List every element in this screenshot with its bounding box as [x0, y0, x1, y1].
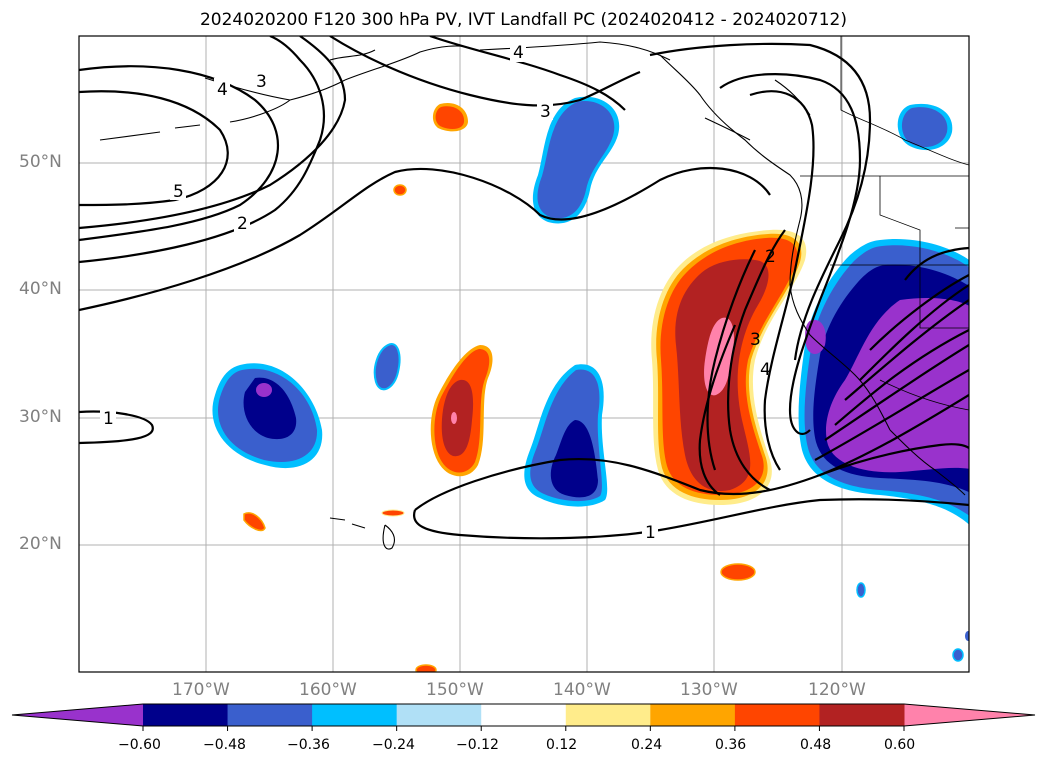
negative-anomaly-blob-small: [373, 343, 401, 391]
contour-label-e: 5: [173, 182, 184, 202]
contour-label-h: 2: [765, 247, 776, 267]
contour-label-d: 3: [540, 102, 551, 122]
colorbar-tick-label: −0.36: [287, 737, 330, 753]
negative-anomaly-blob-ne: [897, 103, 953, 151]
pv-contours: [79, 36, 969, 540]
lon-label-140w: 140°W: [553, 680, 611, 700]
lon-label-130w: 130°W: [680, 680, 738, 700]
contour-label-j: 4: [760, 360, 771, 380]
negative-anomaly-blob-specks: [856, 582, 969, 662]
colorbar-segment: [734, 704, 820, 726]
positive-anomaly-blob-north: [432, 102, 468, 132]
lat-label-20n: 20°N: [19, 534, 62, 554]
lat-label-40n: 40°N: [19, 279, 62, 299]
lon-label-150w: 150°W: [426, 680, 484, 700]
contour-label-a: 3: [256, 72, 267, 92]
positive-anomaly-blob-150w: [430, 345, 493, 477]
contour-label-f: 2: [237, 214, 248, 234]
contour-label-i: 3: [750, 330, 761, 350]
colorbar-segment: [819, 704, 905, 726]
colorbar-tick-label: 0.60: [884, 737, 916, 753]
colorbar-segment: [565, 704, 651, 726]
colorbar-tick-label: −0.24: [372, 737, 415, 753]
contour-label-c: 4: [513, 43, 524, 63]
coastlines: [99, 41, 966, 550]
colorbar-tick-label: 0.12: [546, 737, 578, 753]
colorbar-segment: [396, 704, 482, 726]
colorbar-tick-label: 0.24: [631, 737, 663, 753]
colorbar-extend-low: [12, 704, 143, 726]
contour-label-g: 1: [103, 409, 114, 429]
colorbar: [11, 703, 1036, 731]
colorbar-segment: [650, 704, 736, 726]
contour-labels: 3 4 4 3 5 2 1 2 3 4 1: [100, 42, 776, 543]
negative-anomaly-blob-w: [212, 363, 323, 469]
lat-label-30n: 30°N: [19, 407, 62, 427]
colorbar-tick-label: 0.36: [715, 737, 747, 753]
map-title: 2024020200 F120 300 hPa PV, IVT Landfall…: [199, 10, 847, 30]
colorbar-tick-label: 0.48: [800, 737, 832, 753]
positive-anomaly-blob-main: [651, 229, 807, 505]
colorbar-tick-label: −0.12: [456, 737, 499, 753]
lon-label-160w: 160°W: [299, 680, 357, 700]
colorbar-tick-label: −0.48: [203, 737, 246, 753]
colorbar-segment: [481, 704, 567, 726]
map-border: [78, 35, 970, 673]
colorbar-tick-label: −0.60: [118, 737, 161, 753]
colorbar-segment: [143, 704, 229, 726]
negative-anomaly-blob-north: [532, 96, 620, 224]
contour-label-k: 1: [645, 523, 656, 543]
colorbar-segment: [227, 704, 313, 726]
positive-anomaly-specks: [243, 184, 756, 672]
lon-label-170w: 170°W: [172, 680, 230, 700]
contour-label-b: 4: [217, 80, 228, 100]
lat-label-50n: 50°N: [19, 152, 62, 172]
colorbar-segment: [312, 704, 398, 726]
gridlines: [79, 36, 969, 672]
colorbar-extend-high: [904, 704, 1035, 726]
lon-label-120w: 120°W: [808, 680, 866, 700]
